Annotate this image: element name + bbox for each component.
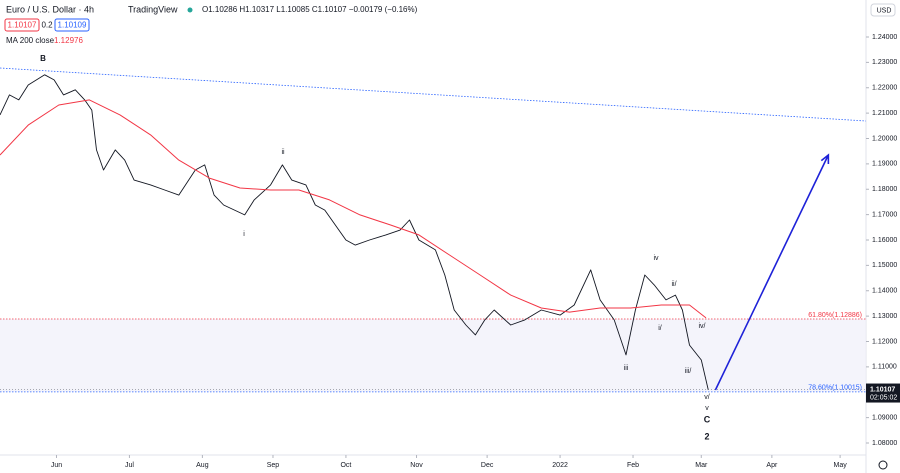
wave-label: B: [40, 54, 46, 63]
wave-label: C: [704, 414, 711, 424]
brand: TradingView: [128, 4, 178, 14]
spread: 0.2: [41, 21, 53, 30]
x-tick-label: May: [833, 462, 847, 469]
wave-label: iii: [624, 365, 629, 372]
wave-label: i: [243, 231, 245, 238]
y-tick-label: 1.14000: [872, 288, 897, 295]
price-line: [0, 74, 709, 391]
y-tick-label: 1.16000: [872, 237, 897, 244]
y-tick-label: 1.11000: [872, 364, 897, 371]
y-tick-label: 1.09000: [872, 414, 897, 421]
y-tick-label: 1.24000: [872, 34, 897, 41]
y-tick-label: 1.17000: [872, 211, 897, 218]
moving-average: [0, 99, 707, 319]
x-tick-label: Dec: [481, 462, 494, 469]
y-tick-label: 1.13000: [872, 313, 897, 320]
currency: USD: [877, 7, 892, 14]
y-tick-label: 1.12000: [872, 338, 897, 345]
x-tick-label: Jun: [51, 462, 62, 469]
trendline: [0, 67, 867, 122]
wave-label: i/: [658, 325, 662, 332]
last-price-box: [866, 383, 900, 403]
y-tick-label: 1.21000: [872, 110, 897, 117]
y-tick-label: 1.19000: [872, 161, 897, 168]
projection-arrowhead: [820, 153, 830, 164]
y-tick-label: 1.22000: [872, 85, 897, 92]
wave-label: v/: [704, 394, 710, 401]
wave-label: iv: [653, 255, 659, 262]
ask-box[interactable]: [54, 18, 90, 32]
wave-label: 2: [704, 431, 709, 441]
projection: [714, 154, 830, 391]
chart-title: Euro / U.S. Dollar · 4h: [6, 4, 94, 14]
wave-label: ii: [281, 149, 285, 156]
x-tick-label: Apr: [766, 462, 778, 469]
settings-icon[interactable]: [878, 460, 888, 470]
x-tick-label: Sep: [267, 462, 280, 469]
settings-gear[interactable]: [878, 460, 888, 470]
x-tick-label: Oct: [340, 462, 351, 469]
x-tick-label: Nov: [410, 462, 423, 469]
ask: 1.10109: [58, 21, 87, 30]
x-tick-label: Jul: [125, 462, 134, 469]
x-tick-label: 2022: [552, 462, 568, 469]
fib-label: 61.80%(1.12886): [808, 312, 862, 319]
y-tick-label: 1.15000: [872, 262, 897, 269]
y-tick-label: 1.18000: [872, 186, 897, 193]
bid-box[interactable]: [4, 18, 40, 32]
x-tick-label: Mar: [695, 462, 708, 469]
y-tick-label: 1.08000: [872, 440, 897, 447]
bid: 1.10107: [8, 21, 37, 30]
wave-label: ii/: [671, 281, 676, 288]
countdown: 02:05:02: [870, 394, 897, 401]
wave-label: iii/: [685, 368, 692, 375]
wave-label: v: [705, 405, 709, 412]
status-dot: [187, 7, 193, 13]
x-tick-label: Feb: [627, 462, 639, 469]
wave-label: iv/: [699, 323, 706, 330]
x-tick-label: Aug: [196, 462, 209, 469]
fib-label: 78.60%(1.10015): [808, 385, 862, 392]
ohlc: O1.10286 H1.10317 L1.10085 C1.10107 −0.0…: [202, 5, 418, 14]
indicator-name: MA 200 close: [6, 36, 55, 45]
fib-zone: [0, 319, 866, 392]
y-tick-label: 1.20000: [872, 135, 897, 142]
y-tick-label: 1.23000: [872, 59, 897, 66]
indicator-value: 1.12976: [54, 36, 83, 45]
currency-button[interactable]: [870, 3, 896, 17]
last-price-label: 1.10107: [870, 386, 895, 393]
